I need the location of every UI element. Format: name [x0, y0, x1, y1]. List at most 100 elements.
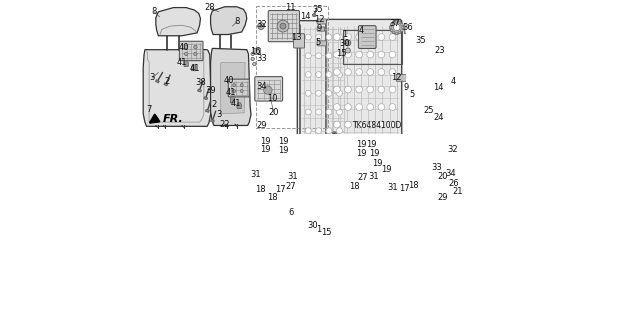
Circle shape — [394, 24, 400, 31]
Circle shape — [416, 44, 419, 48]
Circle shape — [305, 34, 311, 40]
Circle shape — [344, 51, 351, 58]
Circle shape — [398, 21, 401, 24]
FancyBboxPatch shape — [430, 62, 447, 72]
Text: 41: 41 — [177, 58, 187, 67]
Text: 6: 6 — [288, 208, 293, 217]
Circle shape — [367, 156, 374, 163]
Text: 8: 8 — [152, 7, 157, 16]
Text: 24: 24 — [433, 113, 444, 122]
Circle shape — [406, 88, 410, 91]
Circle shape — [251, 52, 254, 56]
Text: 29: 29 — [257, 121, 267, 130]
Polygon shape — [164, 83, 168, 86]
Circle shape — [378, 121, 385, 128]
Circle shape — [333, 156, 340, 163]
FancyBboxPatch shape — [294, 34, 305, 48]
Text: 31: 31 — [288, 172, 298, 181]
FancyBboxPatch shape — [317, 41, 326, 46]
Circle shape — [358, 174, 362, 178]
Circle shape — [356, 104, 362, 110]
Circle shape — [401, 23, 403, 26]
Text: 41: 41 — [231, 99, 241, 108]
Text: 32: 32 — [257, 20, 268, 29]
Text: 7: 7 — [147, 105, 152, 114]
Circle shape — [389, 156, 396, 163]
Circle shape — [326, 109, 332, 115]
Circle shape — [378, 174, 385, 181]
Text: 10: 10 — [268, 94, 278, 103]
Text: 23: 23 — [435, 46, 445, 55]
Polygon shape — [355, 182, 363, 190]
Text: 37: 37 — [390, 19, 401, 28]
Circle shape — [367, 191, 374, 198]
Text: 18: 18 — [267, 193, 277, 202]
Text: 5: 5 — [409, 90, 415, 99]
Polygon shape — [221, 62, 245, 114]
Circle shape — [356, 86, 362, 93]
Circle shape — [326, 165, 332, 171]
Circle shape — [333, 121, 340, 128]
Circle shape — [333, 104, 340, 110]
Circle shape — [344, 156, 351, 163]
Circle shape — [389, 174, 396, 181]
Circle shape — [401, 26, 404, 29]
Circle shape — [452, 178, 458, 183]
Text: 19: 19 — [366, 139, 377, 149]
Text: 34: 34 — [445, 169, 456, 178]
FancyBboxPatch shape — [179, 41, 203, 61]
Circle shape — [356, 156, 362, 163]
Text: 34: 34 — [257, 82, 268, 91]
Text: 1: 1 — [316, 225, 321, 234]
Circle shape — [337, 90, 342, 96]
Circle shape — [291, 173, 292, 174]
Circle shape — [390, 26, 392, 29]
Circle shape — [449, 143, 457, 150]
Text: 4: 4 — [451, 77, 456, 86]
Circle shape — [240, 89, 243, 93]
Text: 17: 17 — [399, 184, 410, 193]
FancyBboxPatch shape — [255, 77, 283, 101]
Circle shape — [282, 147, 286, 152]
Circle shape — [312, 13, 316, 17]
Circle shape — [344, 69, 351, 75]
Circle shape — [233, 84, 236, 86]
Circle shape — [401, 29, 403, 32]
Circle shape — [356, 139, 362, 145]
Text: 1: 1 — [342, 30, 348, 39]
FancyBboxPatch shape — [404, 24, 418, 34]
Circle shape — [240, 84, 243, 86]
FancyBboxPatch shape — [253, 48, 260, 54]
Circle shape — [251, 57, 254, 61]
Circle shape — [333, 142, 335, 143]
Circle shape — [344, 139, 351, 145]
Circle shape — [316, 128, 321, 134]
Circle shape — [337, 146, 342, 152]
Circle shape — [316, 53, 321, 59]
Circle shape — [369, 172, 372, 176]
Text: 40: 40 — [224, 76, 234, 85]
Polygon shape — [211, 119, 214, 122]
Circle shape — [343, 142, 344, 143]
Circle shape — [389, 104, 396, 110]
Circle shape — [326, 184, 332, 190]
Polygon shape — [143, 50, 211, 126]
Circle shape — [305, 53, 311, 59]
FancyBboxPatch shape — [435, 163, 446, 171]
FancyBboxPatch shape — [449, 168, 460, 176]
Circle shape — [316, 34, 321, 40]
Text: 30: 30 — [340, 39, 350, 48]
Text: 4: 4 — [359, 26, 364, 35]
Circle shape — [326, 146, 332, 152]
Circle shape — [337, 184, 342, 190]
Text: 19: 19 — [278, 146, 289, 155]
Circle shape — [343, 150, 344, 152]
Circle shape — [389, 69, 396, 75]
Circle shape — [392, 31, 395, 34]
Circle shape — [333, 51, 340, 58]
Circle shape — [333, 69, 340, 75]
Circle shape — [260, 25, 262, 27]
Circle shape — [316, 146, 321, 152]
Circle shape — [367, 51, 374, 58]
Text: 30: 30 — [307, 221, 318, 230]
